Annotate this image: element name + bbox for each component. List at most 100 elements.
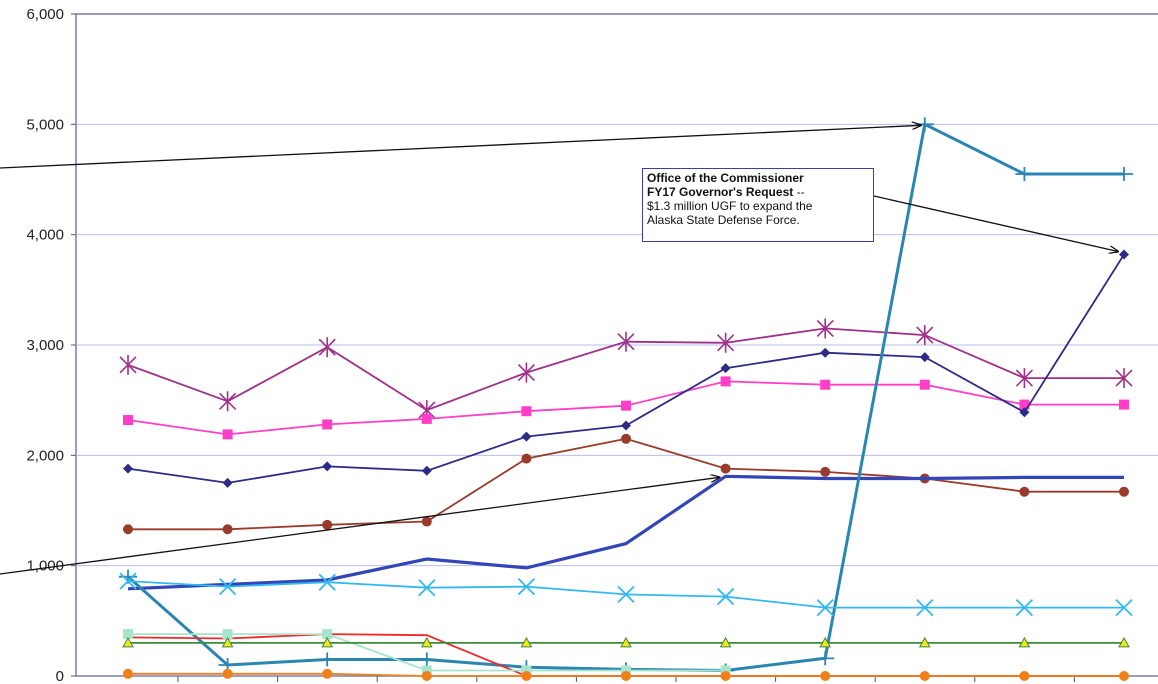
data-point — [318, 652, 337, 667]
data-point — [816, 651, 835, 666]
data-point — [916, 325, 934, 346]
y-axis-ticks: 0 1,000 2,000 3,000 4,000 5,000 6,000 — [26, 6, 1075, 684]
data-point — [123, 629, 133, 640]
data-point — [716, 587, 735, 606]
data-point — [916, 598, 934, 617]
data-point — [617, 585, 635, 603]
data-point — [517, 362, 535, 383]
series-2 — [123, 376, 1129, 440]
data-point — [621, 665, 631, 676]
data-point — [119, 354, 137, 375]
data-point — [1115, 166, 1133, 181]
data-point — [1115, 368, 1133, 389]
data-point — [421, 665, 432, 676]
data-point — [119, 572, 137, 590]
series-4 — [123, 433, 1129, 535]
y-tick-label: 6,000 — [26, 6, 64, 23]
data-point — [318, 337, 336, 358]
data-point — [819, 636, 832, 648]
data-point — [720, 363, 731, 374]
data-point — [222, 477, 233, 488]
arrow-to-callout-point — [873, 195, 1118, 252]
data-point — [1118, 636, 1130, 648]
series-9 — [123, 629, 731, 676]
data-point — [820, 671, 831, 681]
data-point — [1119, 671, 1129, 681]
series-line — [128, 437, 1124, 531]
series-group — [119, 117, 1133, 681]
data-point — [919, 671, 930, 681]
callout-title-line1: Office of the Commissioner — [647, 171, 804, 185]
series-line — [127, 122, 1124, 673]
y-tick-label: 2,000 — [26, 447, 64, 464]
data-point — [1019, 399, 1030, 410]
data-point — [521, 665, 532, 676]
data-point — [123, 668, 133, 679]
data-point — [717, 332, 735, 353]
series-7 — [119, 572, 1133, 617]
annotation-arrows — [0, 125, 1118, 575]
series-10 — [122, 636, 1130, 648]
callout-body-line2: Alaska State Defense Force. — [647, 213, 800, 227]
data-point — [919, 379, 930, 390]
data-point — [1015, 166, 1034, 181]
series-line — [127, 474, 1124, 591]
data-point — [1018, 636, 1031, 648]
data-point — [621, 433, 631, 444]
data-point — [621, 671, 631, 681]
data-point — [322, 419, 333, 430]
data-point — [521, 453, 532, 464]
series-1 — [119, 318, 1133, 421]
data-point — [322, 519, 333, 530]
data-point — [1115, 598, 1133, 617]
data-point — [621, 420, 631, 431]
data-point — [321, 636, 334, 648]
data-point — [322, 461, 333, 472]
y-tick-label: 3,000 — [26, 337, 64, 354]
commissioner-callout: Office of the Commissioner FY17 Governor… — [642, 168, 874, 242]
series-3 — [123, 249, 1129, 488]
data-point — [123, 524, 133, 535]
y-tick-label: 1,000 — [26, 558, 64, 575]
data-point — [1119, 399, 1129, 410]
data-point — [1019, 671, 1030, 681]
data-point — [420, 636, 433, 648]
data-point — [720, 463, 731, 474]
data-point — [720, 376, 731, 387]
data-point — [218, 577, 237, 596]
data-point — [520, 636, 533, 648]
data-point — [1019, 486, 1030, 497]
data-point — [1015, 368, 1033, 389]
data-point — [521, 406, 532, 417]
data-point — [421, 516, 432, 527]
data-point — [918, 636, 931, 648]
data-point — [620, 636, 632, 648]
callout-body-line1: $1.3 million UGF to expand the — [647, 199, 813, 213]
series-5 — [127, 474, 1124, 591]
series-line — [127, 254, 1125, 484]
data-point — [617, 331, 635, 352]
data-point — [521, 431, 532, 442]
data-point — [421, 465, 432, 476]
data-point — [221, 636, 234, 648]
arrow-to-peak — [0, 125, 921, 169]
y-tick-label: 4,000 — [26, 227, 64, 244]
data-point — [1119, 249, 1129, 260]
data-point — [318, 573, 336, 591]
data-point — [322, 629, 333, 640]
data-point — [915, 117, 934, 132]
callout-title-line2: FY17 Governor's Request — [647, 185, 794, 199]
data-point — [820, 347, 831, 358]
data-point — [720, 671, 731, 681]
data-point — [1119, 486, 1129, 497]
data-point — [222, 524, 233, 535]
data-point — [222, 668, 233, 679]
data-point — [418, 579, 436, 597]
data-point — [1015, 598, 1034, 617]
data-point — [219, 391, 237, 412]
series-11 — [123, 668, 1129, 681]
data-point — [421, 413, 432, 424]
data-point — [816, 318, 834, 339]
data-point — [720, 665, 731, 676]
